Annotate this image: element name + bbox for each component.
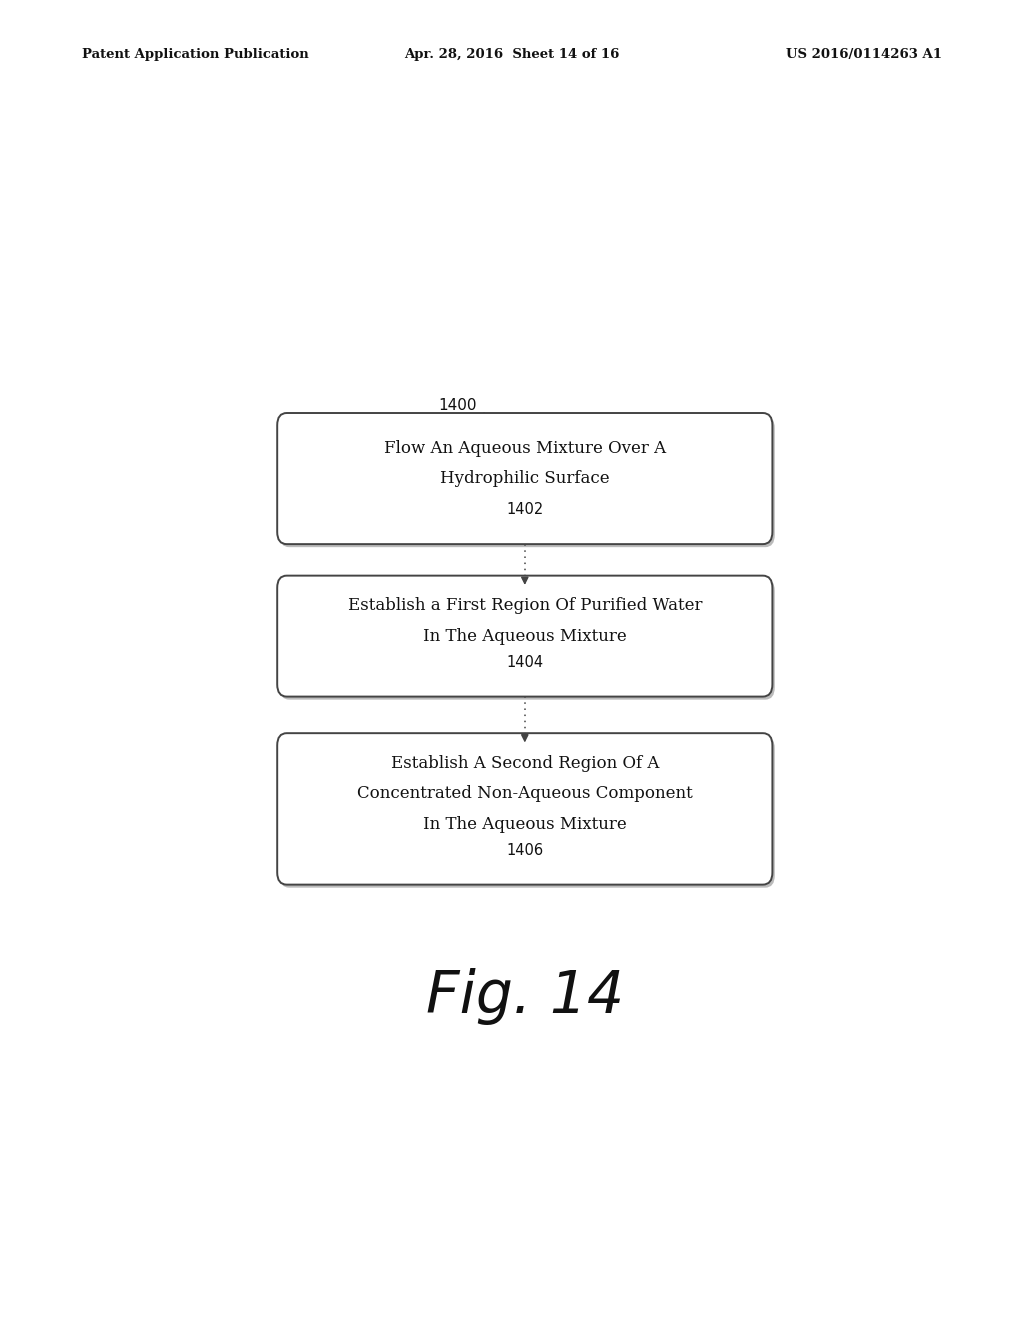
Text: Flow An Aqueous Mixture Over A: Flow An Aqueous Mixture Over A (384, 440, 666, 457)
Text: Hydrophilic Surface: Hydrophilic Surface (440, 470, 609, 487)
Text: Establish a First Region Of Purified Water: Establish a First Region Of Purified Wat… (347, 597, 702, 614)
Text: Fig. 14: Fig. 14 (426, 969, 624, 1026)
Text: Apr. 28, 2016  Sheet 14 of 16: Apr. 28, 2016 Sheet 14 of 16 (404, 48, 620, 61)
Text: In The Aqueous Mixture: In The Aqueous Mixture (423, 816, 627, 833)
Text: 1406: 1406 (506, 842, 544, 858)
Text: Establish A Second Region Of A: Establish A Second Region Of A (390, 755, 659, 772)
FancyBboxPatch shape (278, 413, 772, 544)
FancyBboxPatch shape (280, 416, 775, 548)
Text: 1402: 1402 (506, 502, 544, 517)
Text: US 2016/0114263 A1: US 2016/0114263 A1 (786, 48, 942, 61)
FancyBboxPatch shape (280, 737, 775, 887)
Text: Concentrated Non-Aqueous Component: Concentrated Non-Aqueous Component (357, 785, 692, 803)
FancyBboxPatch shape (278, 576, 772, 697)
FancyBboxPatch shape (280, 578, 775, 700)
Text: Patent Application Publication: Patent Application Publication (82, 48, 308, 61)
Text: 1400: 1400 (438, 397, 477, 413)
FancyBboxPatch shape (278, 733, 772, 884)
Text: 1404: 1404 (506, 655, 544, 669)
Text: In The Aqueous Mixture: In The Aqueous Mixture (423, 627, 627, 644)
